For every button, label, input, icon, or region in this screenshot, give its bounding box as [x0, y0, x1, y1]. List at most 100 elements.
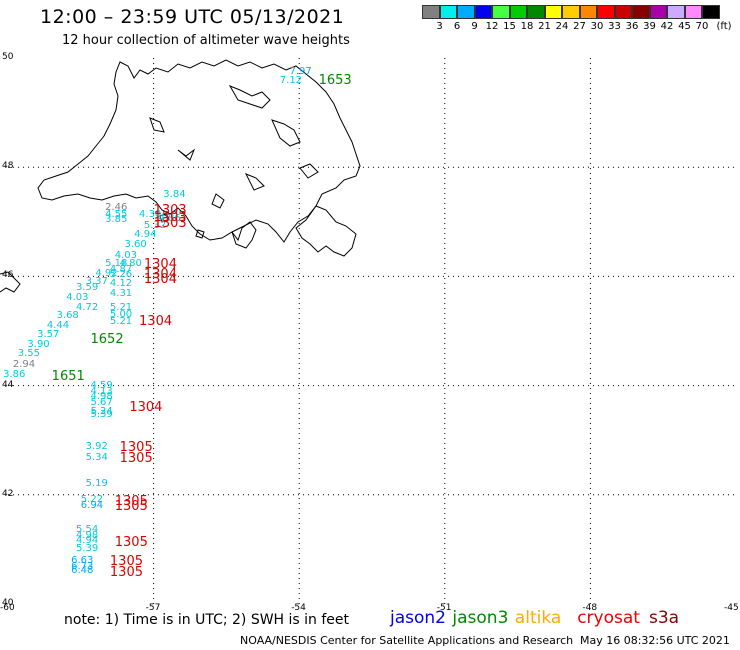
wave-height-label: 3.84 — [163, 188, 186, 200]
wave-height-label: 3.60 — [124, 238, 147, 250]
legend-label: 6 — [453, 21, 461, 32]
wave-height-label: 4.03 — [66, 292, 89, 304]
legend-label: 36 — [625, 21, 639, 32]
wave-height-label: 3.59 — [75, 282, 99, 294]
satellite-name: jason3 — [452, 608, 509, 628]
x-tick-label: -57 — [145, 603, 161, 613]
wave-height-label: 3.85 — [105, 214, 128, 226]
newfoundland-coast — [37, 59, 361, 243]
wave-height-label: 4.59 — [90, 379, 113, 391]
wave-height-label: 4.12 — [109, 278, 133, 290]
satellite-name: s3a — [649, 608, 680, 628]
pass-number-label: 1304 — [143, 266, 177, 282]
legend-label: 42 — [660, 21, 674, 32]
credit-text: NOAA/NESDIS Center for Satellite Applica… — [240, 634, 574, 647]
wave-height-label: 4.98 — [90, 390, 113, 402]
wave-height-label: 6.94 — [80, 499, 104, 511]
legend-swatch — [492, 5, 510, 19]
legend-swatch — [474, 5, 492, 19]
satellite-name: altika — [514, 608, 562, 628]
wave-height-label: 5.21 — [109, 302, 133, 314]
pass-number-label: 1305 — [109, 565, 143, 581]
y-tick-label: 46 — [2, 270, 14, 281]
wave-height-label: 4.31 — [109, 288, 133, 300]
legend-unit: (ft) — [716, 21, 732, 32]
legend-swatch — [684, 5, 702, 19]
legend-label: 9 — [471, 21, 478, 32]
pass-number-label: 1653 — [318, 72, 352, 88]
cape-breton-coast — [0, 271, 21, 293]
pass-number-label: 1305 — [109, 554, 143, 570]
legend-label: 18 — [520, 21, 534, 32]
wave-height-label: 4.94 — [134, 228, 157, 240]
pass-number-label: 1303 — [153, 215, 187, 231]
grid-lines — [8, 58, 736, 604]
pass-number-label: 1303 — [153, 210, 187, 226]
legend-swatch — [579, 5, 597, 19]
legend-swatch — [649, 5, 667, 19]
wave-height-label: 5.26 — [109, 268, 133, 280]
footer-note: note: 1) Time is in UTC; 2) SWH is in fe… — [64, 612, 350, 628]
pass-number-label: 1303 — [153, 203, 187, 219]
wave-height-label: 5.18 — [105, 258, 128, 270]
wave-height-label: 4.03 — [114, 249, 138, 261]
bay-3 — [177, 148, 196, 161]
legend-swatch — [632, 5, 650, 19]
y-tick-label: 42 — [2, 488, 14, 499]
legend-swatch — [509, 5, 527, 19]
satellite-name: jason2 — [390, 608, 446, 628]
bay-1 — [228, 85, 271, 109]
timestamp: May 16 08:32:56 UTC 2021 — [580, 634, 730, 647]
legend-label: 70 — [695, 21, 709, 32]
pass-number-label: 1304 — [143, 272, 177, 288]
legend-swatch — [422, 5, 440, 19]
legend-label: 27 — [573, 21, 586, 32]
wave-height-label: 7.97 — [289, 65, 312, 77]
coastline — [0, 59, 361, 293]
wave-height-label: 4.55 — [105, 208, 128, 220]
legend-label: 3 — [436, 21, 443, 32]
bay-2 — [271, 119, 301, 147]
wave-height-label: 3.68 — [56, 309, 79, 321]
wave-height-label: 4.86 — [158, 213, 181, 225]
wave-height-label: 3.37 — [85, 275, 108, 287]
wave-height-label: 4.92 — [95, 267, 118, 279]
pass-number-label: 1304 — [139, 314, 173, 330]
wave-height-label: 5.22 — [80, 494, 104, 506]
y-tick-label: 44 — [2, 379, 14, 390]
wave-height-label: 2.94 — [12, 358, 36, 370]
wave-height-label: 5.24 — [90, 405, 113, 417]
wave-height-label: 5.34 — [85, 452, 108, 464]
legend-swatch — [457, 5, 475, 19]
legend-swatch — [527, 5, 545, 19]
pass-number-label: 1304 — [129, 399, 163, 415]
wave-height-label: 5.67 — [90, 397, 113, 409]
legend-swatch — [702, 5, 720, 19]
y-tick-label: 40 — [2, 598, 14, 608]
wave-height-label: 2.46 — [105, 202, 128, 214]
wave-height-label: 4.80 — [119, 258, 142, 270]
wave-height-label: 3.90 — [27, 338, 50, 350]
legend-label: 24 — [555, 21, 569, 32]
wave-height-label: 6.63 — [71, 555, 94, 567]
x-tick-label: -48 — [582, 603, 598, 613]
legend-swatch — [439, 5, 457, 19]
wave-height-label: 5.54 — [75, 524, 99, 536]
wave-height-label: 3.55 — [17, 348, 40, 360]
legend-swatch — [667, 5, 685, 19]
wave-height-label: 7.12 — [279, 75, 303, 87]
wave-height-label: 3.86 — [3, 368, 26, 380]
color-legend — [422, 5, 720, 19]
bay-4 — [244, 173, 265, 191]
x-tick-label: -51 — [436, 603, 452, 613]
legend-label: 30 — [590, 21, 604, 32]
legend-label: 39 — [643, 21, 656, 32]
legend-label: 21 — [538, 21, 551, 32]
bay-5 — [211, 193, 225, 209]
satellite-name: cryosat — [577, 608, 640, 628]
pass-number-label: 1305 — [114, 494, 148, 510]
wave-height-label: 4.72 — [75, 301, 99, 313]
wave-height-label: 4.98 — [75, 529, 99, 541]
legend-label: 45 — [678, 21, 691, 32]
